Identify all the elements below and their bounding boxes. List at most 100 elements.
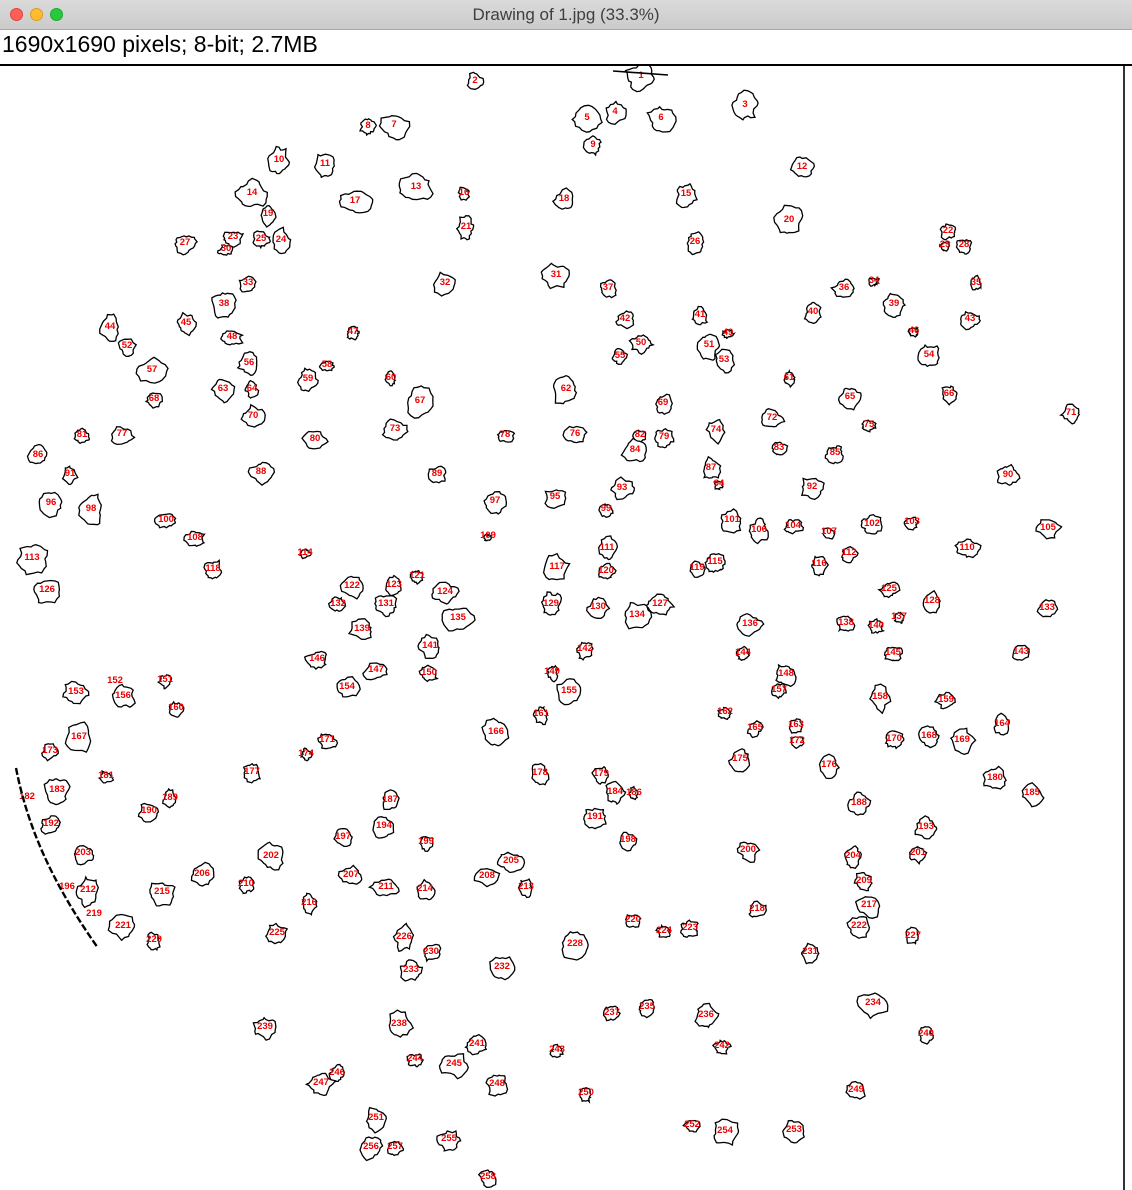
- particle-outline: [298, 548, 312, 560]
- particle-label: 212: [80, 884, 96, 895]
- particle-label: 187: [382, 794, 398, 805]
- particle-label: 250: [578, 1087, 594, 1098]
- particle-outline: [939, 240, 951, 252]
- particle-label: 52: [122, 340, 133, 351]
- particle-outline: [398, 172, 434, 201]
- particle-outline: [313, 153, 335, 179]
- particle-outline: [602, 1005, 621, 1022]
- particle-outline: [359, 1136, 384, 1162]
- particle-label: 58: [322, 359, 333, 370]
- particle-outline: [854, 896, 881, 919]
- particle-outline: [211, 292, 237, 319]
- particle-label: 65: [845, 391, 856, 402]
- particle-outline: [304, 1072, 337, 1097]
- particle-outline: [473, 868, 501, 888]
- particle-label: 137: [891, 611, 907, 622]
- particle-outline: [993, 712, 1010, 736]
- particle-outline: [598, 562, 617, 580]
- particle-outline: [790, 736, 805, 750]
- particle-label: 231: [802, 946, 819, 957]
- particle-label: 135: [450, 612, 467, 623]
- minimize-button[interactable]: [30, 8, 43, 21]
- particle-label: 176: [821, 759, 837, 770]
- particle-outline: [62, 680, 90, 705]
- particle-label: 98: [86, 503, 97, 514]
- particle-label: 178: [532, 767, 548, 778]
- particle-label: 175: [732, 753, 749, 764]
- particle-label: 249: [848, 1084, 864, 1095]
- particle-outline: [837, 387, 862, 411]
- particle-label: 216: [301, 897, 317, 908]
- particle-outline: [416, 878, 436, 901]
- particle-label: 64: [247, 383, 258, 394]
- particle-label: 167: [71, 731, 87, 742]
- particle-outline: [457, 186, 471, 201]
- particle-outline: [680, 919, 699, 939]
- particle-label: 3: [742, 99, 747, 110]
- particle-label: 209: [856, 875, 872, 886]
- particle-label: 30: [221, 243, 232, 254]
- particle-label: 60: [386, 372, 397, 383]
- particle-outline: [761, 408, 786, 428]
- particle-label: 82: [635, 429, 646, 440]
- particle-label: 62: [561, 383, 572, 394]
- particle-outline: [905, 926, 919, 945]
- particle-label: 18: [559, 193, 570, 204]
- particle-label: 141: [422, 640, 439, 651]
- particle-label: 220: [625, 914, 641, 925]
- particle-label: 2: [472, 75, 477, 86]
- particle-label: 75: [864, 419, 875, 430]
- particle-label: 152: [107, 675, 123, 686]
- particle-label: 86: [33, 449, 44, 460]
- particle-label: 252: [684, 1119, 700, 1130]
- particle-outline: [884, 730, 905, 750]
- particle-label: 194: [376, 820, 393, 831]
- particle-label: 29: [940, 239, 951, 250]
- particle-label: 156: [115, 690, 131, 701]
- particle-label: 219: [86, 908, 102, 919]
- particle-outline: [236, 351, 258, 377]
- particle-label: 46: [909, 325, 920, 336]
- particle-label: 50: [636, 337, 647, 348]
- particle-label: 13: [411, 181, 422, 192]
- zoom-button[interactable]: [50, 8, 63, 21]
- particle-label: 179: [593, 768, 609, 779]
- particle-outline: [591, 765, 609, 785]
- particle-outline: [711, 1039, 733, 1055]
- particle-label: 99: [601, 503, 612, 514]
- particle-label: 210: [238, 878, 254, 889]
- image-canvas[interactable]: 1 2 3 4 5 6 7 8 9 10 11 12 13 14 15 16 17 18 19 20 21 22 23 24 2…: [0, 64, 1132, 1190]
- particle-outline: [933, 691, 957, 710]
- particle-label: 61: [784, 372, 795, 383]
- particle-outline: [941, 385, 958, 406]
- particle-label: 211: [378, 881, 394, 892]
- particle-outline: [73, 427, 91, 445]
- particle-label: 44: [105, 321, 116, 332]
- particle-label: 81: [77, 429, 88, 440]
- particle-label: 182: [19, 791, 35, 802]
- particle-label: 100: [158, 514, 174, 525]
- particle-outline: [381, 418, 409, 441]
- particle-outline: [347, 618, 372, 641]
- particle-outline: [860, 513, 883, 535]
- particle-label: 185: [1024, 787, 1041, 798]
- close-button[interactable]: [10, 8, 23, 21]
- window-titlebar[interactable]: Drawing of 1.jpg (33.3%): [0, 0, 1132, 30]
- particle-outline: [822, 527, 836, 540]
- particle-outline: [748, 900, 767, 918]
- particle-label: 132: [330, 598, 346, 609]
- particle-label: 55: [615, 350, 626, 361]
- particle-label: 169: [954, 734, 970, 745]
- particle-outline: [893, 611, 905, 625]
- particle-outline: [99, 313, 120, 342]
- particle-label: 40: [808, 306, 819, 317]
- particle-outline: [694, 1002, 720, 1029]
- particle-outline: [549, 1043, 564, 1059]
- particle-label: 258: [480, 1171, 496, 1182]
- particle-label: 1: [638, 70, 644, 81]
- particle-outline: [427, 465, 447, 484]
- particle-outline: [704, 553, 726, 574]
- particle-label: 184: [607, 786, 624, 797]
- particle-label: 36: [839, 282, 850, 293]
